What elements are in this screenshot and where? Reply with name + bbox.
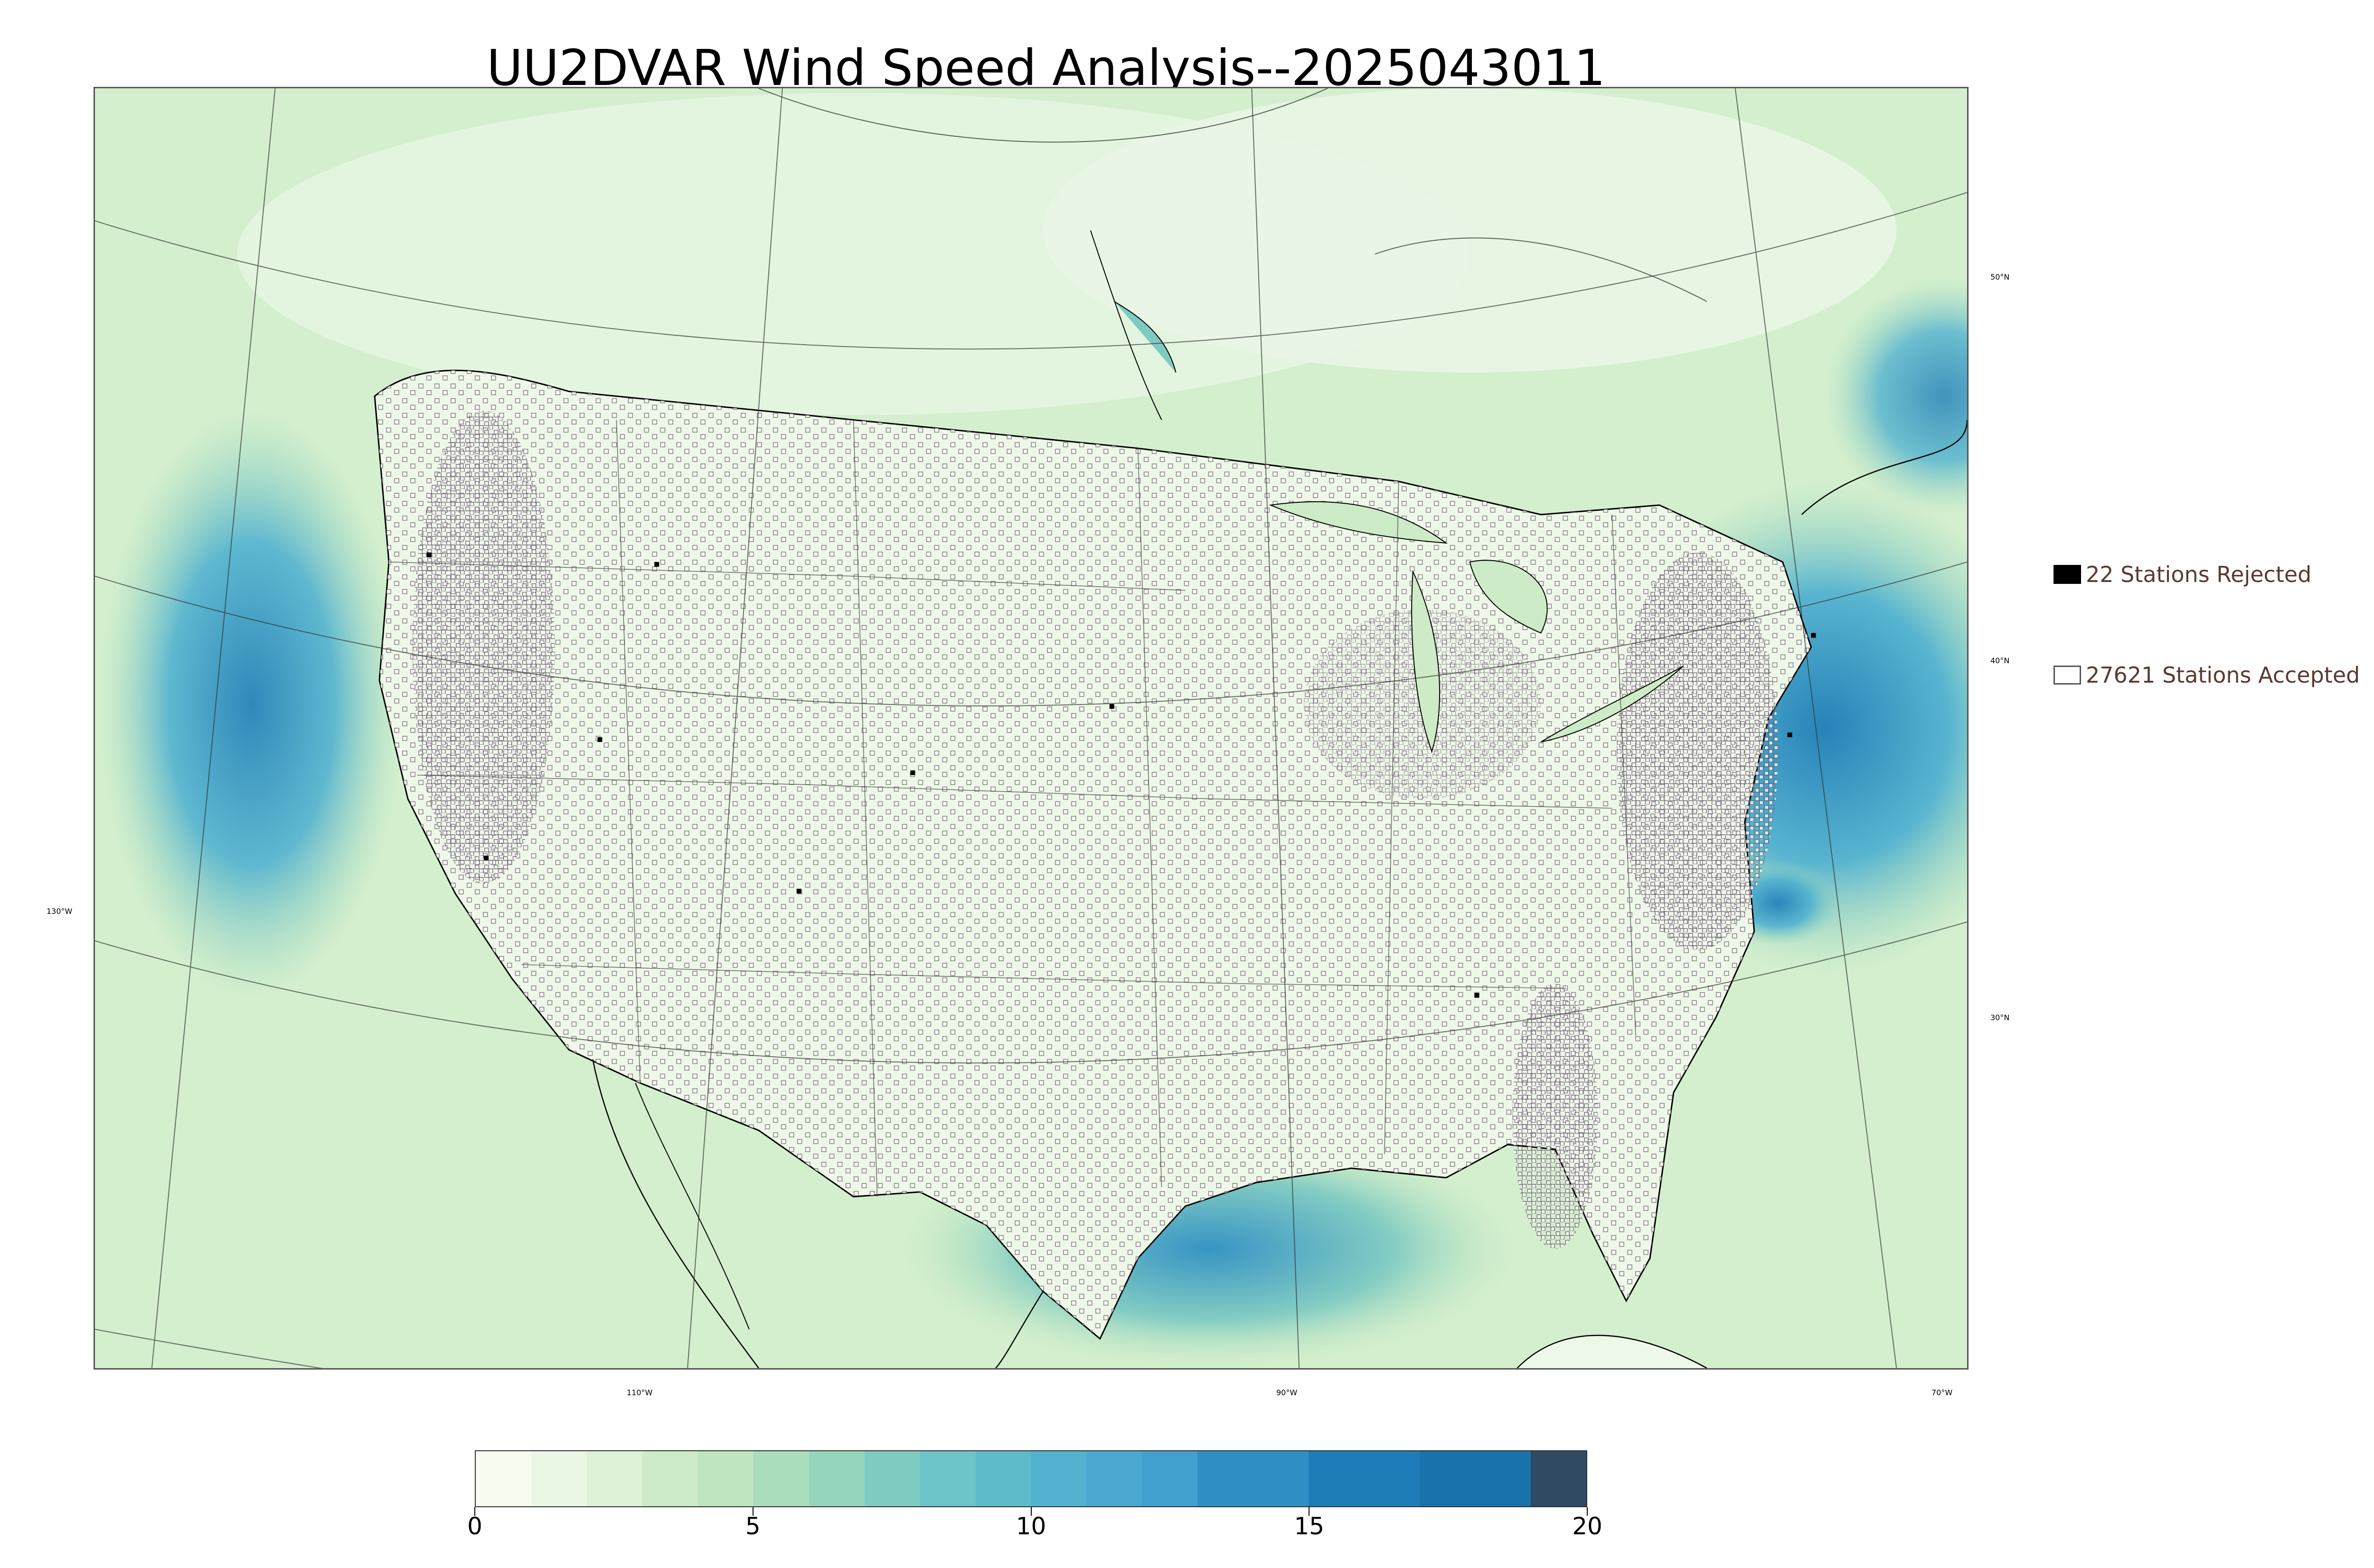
accepted-label: 27621 Stations Accepted	[2086, 662, 2360, 688]
colorbar-segment	[1086, 1451, 1142, 1506]
colorbar-segment	[586, 1451, 642, 1506]
lat-label-40n: 40°N	[1990, 656, 2010, 665]
lon-label-90w: 90°W	[1276, 1388, 1298, 1397]
colorbar-segment	[1142, 1451, 1198, 1506]
wind-speed-colorbar	[475, 1450, 1587, 1507]
rejected-stations	[426, 552, 1816, 998]
lake-superior	[1269, 501, 1448, 544]
colorbar-segment	[531, 1451, 587, 1506]
colorbar-segment	[920, 1451, 976, 1506]
colorbar-segment	[476, 1451, 531, 1506]
lake-huron	[1469, 560, 1548, 634]
wind-speed-map: 50°N 40°N 30°N	[94, 87, 2009, 1370]
colorbar-tick-label: 0	[467, 1512, 482, 1540]
colorbar-segment	[753, 1451, 809, 1506]
colorbar-segment	[1420, 1451, 1531, 1506]
lon-label-130w: 130°W	[47, 907, 73, 916]
rejected-label: 22 Stations Rejected	[2086, 562, 2312, 587]
lat-label-30n: 30°N	[1990, 1013, 2010, 1022]
colorbar-segment	[697, 1451, 754, 1506]
colorbar-segment	[975, 1451, 1031, 1506]
lake-erie	[1540, 666, 1684, 742]
lake-michigan	[1411, 571, 1441, 753]
lon-label-70w: 70°W	[1931, 1388, 1953, 1397]
lat-label-50n: 50°N	[1990, 272, 2010, 282]
colorbar-segment	[864, 1451, 920, 1506]
colorbar-segment	[1197, 1451, 1309, 1506]
accepted-swatch	[2054, 666, 2081, 685]
colorbar-segment	[1531, 1451, 1587, 1506]
colorbar-segment	[809, 1451, 865, 1506]
graticule	[95, 88, 1967, 1368]
colorbar-tick	[1587, 1507, 1588, 1516]
colorbar-tick-label: 15	[1294, 1512, 1325, 1540]
map-canvas	[95, 88, 1967, 1368]
colorbar-tick	[1030, 1507, 1032, 1516]
lon-label-110w: 110°W	[627, 1388, 653, 1397]
colorbar-tick-label: 5	[745, 1512, 761, 1540]
state-borders	[389, 420, 1636, 1197]
rejected-swatch	[2054, 565, 2081, 584]
colorbar-segment	[1309, 1451, 1420, 1506]
colorbar-tick	[752, 1507, 754, 1516]
pacific-high-wind-area	[99, 410, 404, 998]
colorbar-segment	[642, 1451, 698, 1506]
colorbar-segment	[1031, 1451, 1087, 1506]
colorbar-tick	[474, 1507, 475, 1516]
colorbar-tick-label: 20	[1572, 1512, 1602, 1540]
colorbar-tick-label: 10	[1016, 1512, 1046, 1540]
